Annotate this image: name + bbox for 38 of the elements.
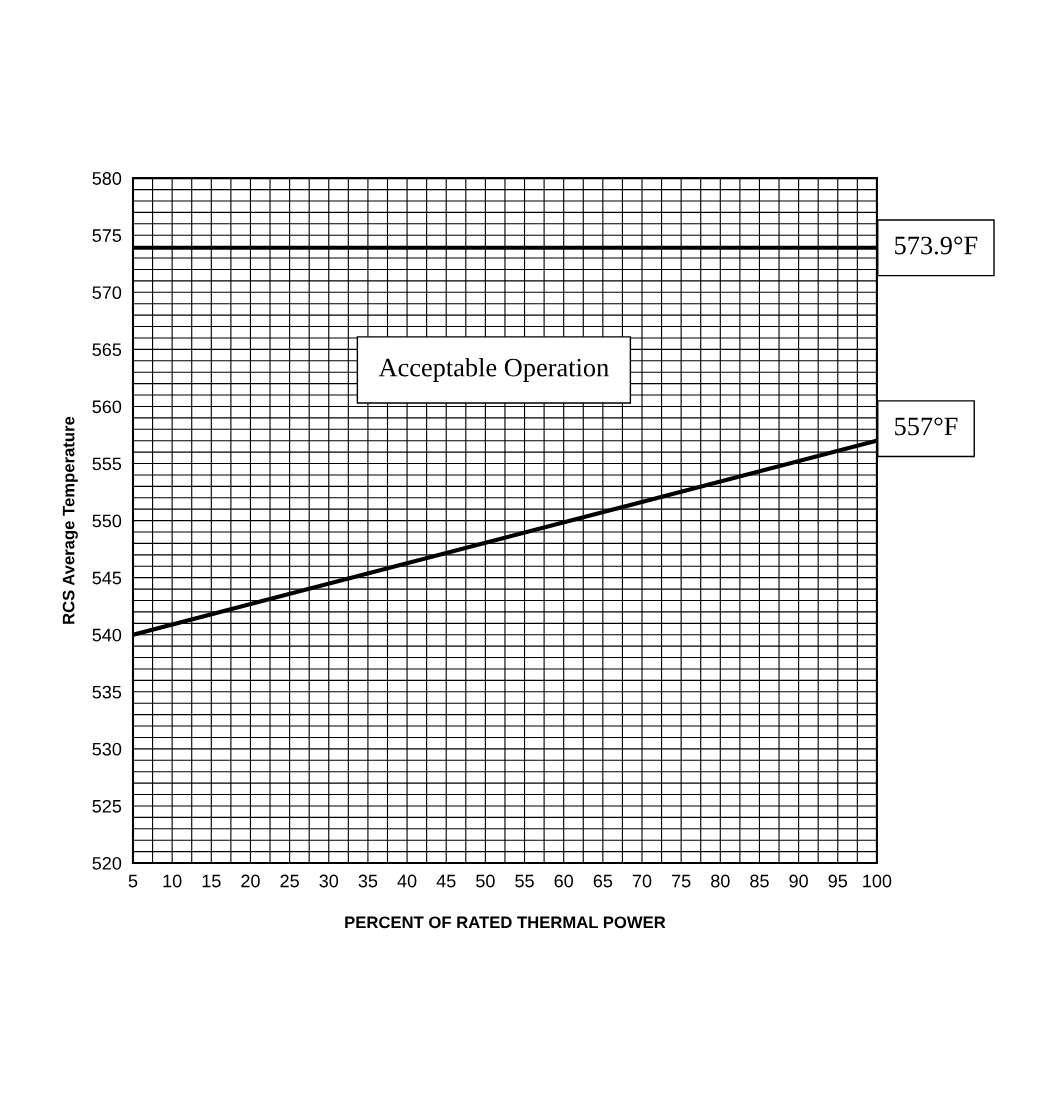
x-tick-label: 60 bbox=[554, 874, 574, 888]
x-tick-label: 20 bbox=[241, 874, 260, 888]
x-tick-label: 90 bbox=[789, 874, 808, 888]
x-axis-title: PERCENT OF RATED THERMAL POWER bbox=[345, 916, 666, 929]
y-tick-label: 555 bbox=[92, 457, 122, 471]
ref-line-label: 573.9°F bbox=[895, 236, 978, 255]
x-tick-label: 85 bbox=[750, 874, 769, 888]
y-tick-label: 535 bbox=[92, 685, 122, 699]
x-tick-label: 15 bbox=[202, 874, 221, 888]
y-tick-label: 540 bbox=[92, 628, 122, 642]
x-tick-label: 25 bbox=[280, 874, 299, 888]
x-tick-label: 35 bbox=[358, 874, 378, 888]
y-tick-label: 525 bbox=[92, 799, 122, 813]
y-tick-label: 565 bbox=[92, 343, 122, 357]
y-tick-label: 580 bbox=[92, 172, 122, 185]
x-tick-label: 5 bbox=[128, 874, 138, 888]
y-tick-label: 530 bbox=[92, 742, 122, 756]
x-tick-label: 75 bbox=[672, 874, 691, 888]
y-tick-label: 520 bbox=[92, 856, 122, 870]
y-tick-label: 570 bbox=[92, 286, 122, 300]
x-tick-label: 55 bbox=[515, 874, 534, 888]
annotation: 557°F bbox=[895, 417, 958, 436]
y-tick-label: 575 bbox=[92, 229, 122, 242]
x-tick-label: 80 bbox=[711, 874, 730, 888]
x-tick-label: 10 bbox=[163, 874, 182, 888]
y-tick-label: 560 bbox=[92, 400, 122, 414]
x-tick-label: 40 bbox=[397, 874, 417, 888]
y-tick-label: 550 bbox=[92, 514, 122, 528]
x-tick-label: 45 bbox=[436, 874, 456, 888]
annotation: Acceptable Operation bbox=[378, 357, 609, 382]
x-tick-label: 70 bbox=[632, 874, 652, 888]
y-axis-title: RCS Average Temperature bbox=[62, 416, 78, 624]
x-tick-label: 50 bbox=[476, 874, 495, 888]
x-tick-label: 65 bbox=[593, 874, 613, 888]
x-tick-label: 100 bbox=[863, 874, 892, 888]
x-tick-label: 95 bbox=[828, 874, 848, 888]
x-tick-label: 30 bbox=[319, 874, 339, 888]
y-tick-label: 545 bbox=[92, 571, 122, 585]
